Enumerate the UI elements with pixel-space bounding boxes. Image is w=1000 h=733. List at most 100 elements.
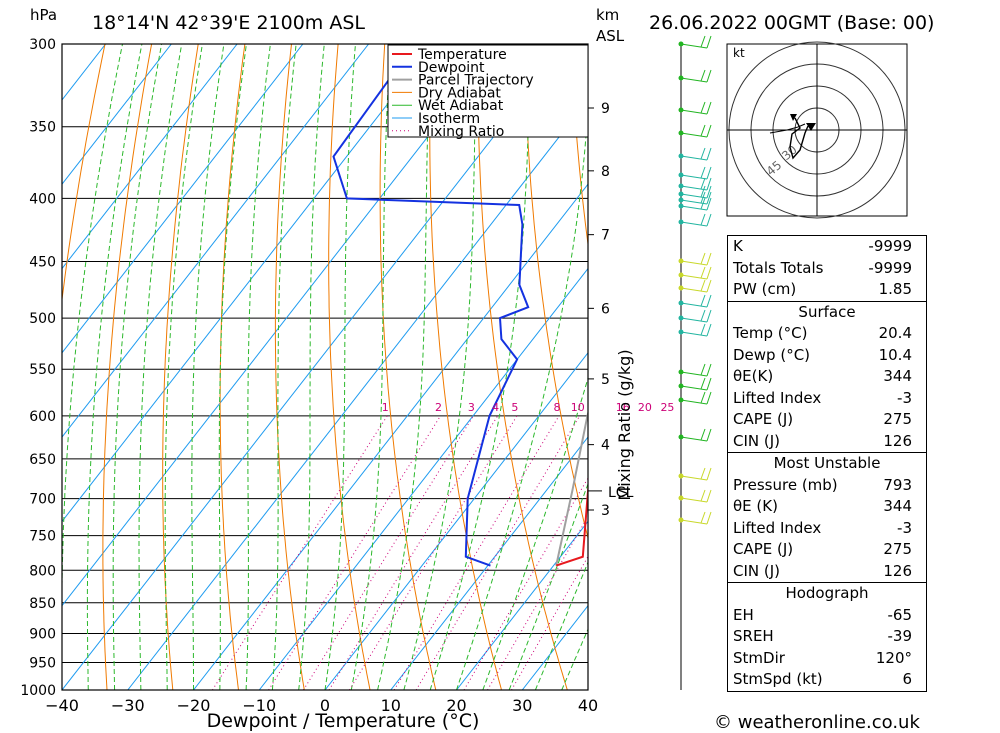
wind-barb-shaft <box>680 287 708 293</box>
dry-adiabat-line <box>62 44 106 304</box>
wind-barb-flag <box>706 252 712 266</box>
wet-adiabat-line <box>324 44 356 690</box>
pressure-unit-label: hPa <box>30 6 57 24</box>
wind-barb-flag <box>706 279 712 293</box>
surface-title: Surface <box>798 302 856 321</box>
index-row: θE(K) 344 <box>728 366 926 388</box>
index-row: Totals Totals -9999 <box>728 258 926 280</box>
mixing-ratio-label: 2 <box>435 401 442 414</box>
temperature-tick-label: −10 <box>242 696 276 715</box>
wind-barb-flag <box>706 166 712 180</box>
km-tick-label: 6 <box>601 301 610 317</box>
wind-barb-dot <box>678 517 684 523</box>
wind-barb-dot <box>678 315 684 321</box>
wind-barb-flag <box>700 213 706 226</box>
wind-barb-dot <box>678 300 684 306</box>
isotherm-line <box>127 99 588 690</box>
dry-adiabat-line <box>328 44 371 690</box>
wet-adiabat-line <box>534 560 588 690</box>
index-value: 275 <box>883 540 912 558</box>
wind-barb-shaft <box>680 519 708 525</box>
wind-barb-dot <box>678 495 684 501</box>
storm-motion-marker <box>790 114 797 121</box>
legend-box <box>387 44 589 138</box>
pressure-tick-label: 700 <box>29 492 56 508</box>
axis-labels: 3003504004505005506006507007508008509009… <box>20 37 598 715</box>
wet-adiabat-line <box>191 44 225 690</box>
wind-barb-flag <box>706 69 712 83</box>
mixing-ratio-line <box>268 415 441 690</box>
pressure-tick-label: 600 <box>29 409 56 425</box>
index-row: CAPE (J) 275 <box>728 539 926 561</box>
pressure-tick-label: 850 <box>29 596 56 612</box>
index-label: SREH <box>733 627 774 645</box>
mixing-ratio-label: 4 <box>492 401 499 414</box>
wind-barb-dot <box>678 183 684 189</box>
wet-adiabat-line <box>138 44 183 690</box>
datetime-title: 26.06.2022 00GMT (Base: 00) <box>649 12 934 34</box>
dry-adiabat-line <box>274 44 305 690</box>
isotherm-line <box>456 520 588 690</box>
wind-barb-shaft <box>680 385 708 391</box>
index-value: 1.85 <box>878 280 912 298</box>
mixing-ratio-label: 25 <box>660 401 674 414</box>
wind-barb <box>678 279 712 293</box>
plot-background-lines <box>62 44 588 690</box>
index-row: θE (K) 344 <box>728 496 926 518</box>
most-unstable-indices: Pressure (mb) 793 θE (K) 344 Lifted Index -3 C… <box>728 475 926 583</box>
lcl-label: LCL <box>608 485 634 501</box>
mixing-ratio-lines <box>211 415 588 690</box>
index-row: CIN (J) 126 <box>728 431 926 453</box>
wind-barb-flag <box>700 124 706 137</box>
wind-barb-flag <box>706 35 712 49</box>
isotherm-line <box>62 44 304 354</box>
isotherm-lines <box>62 44 588 690</box>
wind-barb <box>678 101 712 115</box>
pressure-tick-label: 350 <box>29 120 56 136</box>
wind-barb-flag <box>700 428 706 441</box>
wind-barb-dot <box>678 219 684 225</box>
index-label: CIN (J) <box>733 431 781 450</box>
wind-barb-flag <box>700 323 706 336</box>
wind-barb-flag <box>706 147 712 161</box>
index-value: 6 <box>902 670 912 688</box>
wind-barb <box>678 213 712 227</box>
wind-barb-shaft <box>680 77 708 83</box>
index-label: StmSpd (kt) <box>733 670 823 688</box>
legend-label: Dewpoint <box>418 60 485 76</box>
wind-barb-dot <box>678 285 684 291</box>
wind-barb-flag <box>700 391 706 404</box>
location-title: 18°14'N 42°39'E 2100m ASL <box>92 12 365 34</box>
wind-barb-flag <box>706 309 712 323</box>
temperature-tick-label: 10 <box>381 696 401 715</box>
isotherm-line <box>62 44 370 438</box>
pressure-tick-label: 650 <box>29 452 56 468</box>
mixing-ratio-label: 8 <box>554 401 561 414</box>
wind-barb <box>678 266 712 280</box>
mixing-ratio-line <box>393 415 560 690</box>
pressure-tick-label: 300 <box>29 37 56 53</box>
wet-adiabat-line <box>271 44 297 690</box>
isotherm-line <box>324 352 588 690</box>
wind-barb-flag <box>700 489 706 502</box>
wind-barb-shaft <box>680 475 708 481</box>
km-tick-label: 9 <box>601 101 610 117</box>
temperature-tick-label: −40 <box>45 696 79 715</box>
wind-barb-dot <box>678 153 684 159</box>
wind-barb-flag <box>700 35 706 48</box>
wind-barb-dot <box>678 329 684 335</box>
dry-adiabat-line <box>524 44 588 541</box>
wind-barb <box>678 377 712 391</box>
pressure-tick-label: 550 <box>29 362 56 378</box>
wind-barb <box>678 124 712 138</box>
pressure-tick-label: 950 <box>29 655 56 671</box>
wind-barb-shaft <box>680 331 708 337</box>
index-value: 344 <box>883 497 912 515</box>
index-row: SREH -39 <box>728 626 926 648</box>
mixing-ratio-line <box>349 415 518 690</box>
wind-barb-shaft <box>680 497 708 503</box>
wet-adiabat-lines <box>62 44 588 690</box>
wind-barb-flag <box>706 391 712 405</box>
